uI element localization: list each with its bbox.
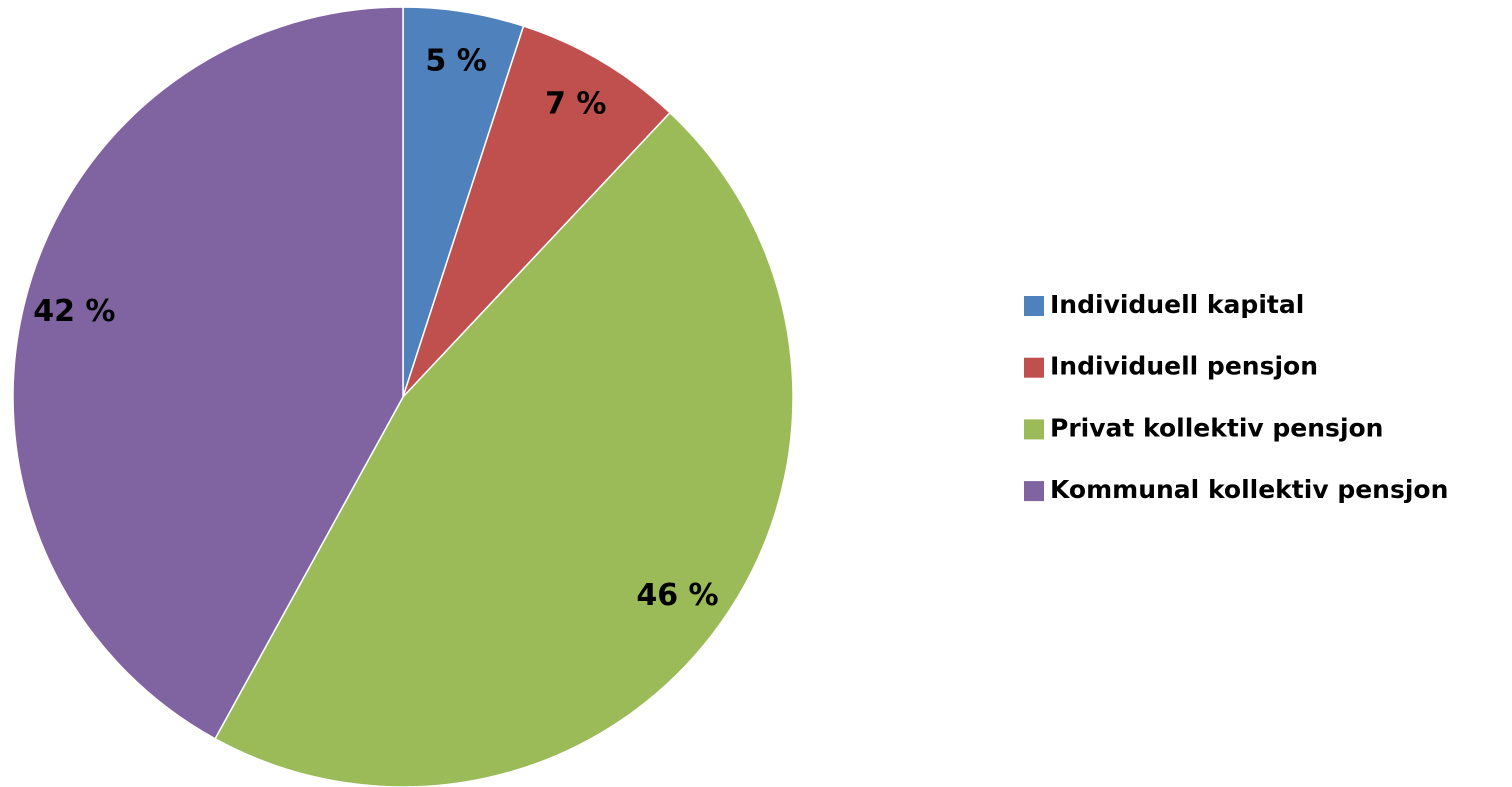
legend-swatch bbox=[1024, 481, 1044, 502]
legend-label: Privat kollektiv pensjon bbox=[1050, 413, 1383, 442]
data-label: 46 % bbox=[636, 578, 718, 613]
data-label: 42 % bbox=[33, 294, 115, 329]
legend-label: Individuell kapital bbox=[1050, 290, 1304, 319]
data-label: 7 % bbox=[545, 86, 606, 121]
legend-swatch bbox=[1024, 357, 1044, 378]
legend-label: Kommunal kollektiv pensjon bbox=[1050, 475, 1448, 504]
legend-swatch bbox=[1024, 296, 1044, 316]
legend-label: Individuell pensjon bbox=[1050, 352, 1318, 381]
legend-swatch bbox=[1024, 419, 1044, 440]
pie-slice bbox=[402, 25, 672, 398]
data-label: 5 % bbox=[425, 43, 486, 78]
pie-slice bbox=[12, 6, 404, 740]
pie-slice bbox=[214, 111, 794, 787]
